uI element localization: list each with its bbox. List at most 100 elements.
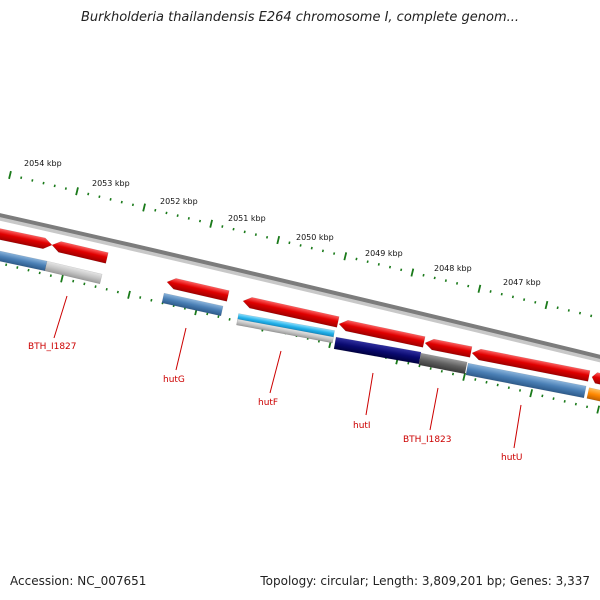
inner-ring-minor-tick xyxy=(27,268,30,272)
inner-ring-minor-tick xyxy=(228,318,231,321)
feature-red-4[interactable] xyxy=(242,296,340,328)
outer-ring-minor-tick xyxy=(221,225,224,228)
outer-ring-minor-tick xyxy=(321,249,324,253)
feature-track xyxy=(0,226,600,403)
feature-blue-1[interactable] xyxy=(0,248,48,272)
gene-label-bth-i1827[interactable]: BTH_I1827 xyxy=(28,342,77,352)
leader-line-hutg xyxy=(175,327,187,371)
outer-ring-minor-tick xyxy=(254,233,257,236)
outer-ring-minor-tick xyxy=(355,257,358,261)
feature-red-5[interactable] xyxy=(338,319,426,348)
outer-ring-minor-tick xyxy=(187,216,190,220)
outer-ring-major-tick xyxy=(75,187,79,196)
outer-ring-minor-tick xyxy=(31,179,34,182)
outer-ring-minor-tick xyxy=(299,244,302,247)
inner-ring-minor-tick xyxy=(139,296,142,299)
inner-ring-minor-tick xyxy=(474,378,477,381)
leader-line-hutu xyxy=(513,404,522,449)
gene-label-hutu[interactable]: hutU xyxy=(501,453,523,463)
outer-ring-minor-tick xyxy=(120,200,123,204)
outer-ring-minor-tick xyxy=(42,181,45,185)
inner-ring-major-tick xyxy=(596,405,600,414)
outer-ring-minor-tick xyxy=(366,260,369,264)
gene-label-huti[interactable]: hutI xyxy=(353,421,371,431)
outer-ring-major-tick xyxy=(8,170,12,180)
gene-label-bth-i1823[interactable]: BTH_I1823 xyxy=(403,435,452,445)
feature-blue-3[interactable] xyxy=(465,362,587,399)
genome-summary: Topology: circular; Length: 3,809,201 bp… xyxy=(260,574,590,588)
inner-ring-minor-tick xyxy=(541,394,544,398)
inner-ring-minor-tick xyxy=(574,402,577,406)
tick-label-2047: 2047 kbp xyxy=(503,278,541,287)
outer-ring-minor-tick xyxy=(64,187,67,190)
feature-blue-2[interactable] xyxy=(161,292,224,317)
outer-ring-major-tick xyxy=(544,300,549,310)
outer-ring-minor-tick xyxy=(288,241,291,245)
outer-ring-minor-tick xyxy=(455,281,459,285)
tick-label-2054: 2054 kbp xyxy=(24,159,62,168)
tick-label-2049: 2049 kbp xyxy=(365,249,403,258)
feature-red-8[interactable] xyxy=(591,372,600,386)
inner-ring-minor-tick xyxy=(217,315,220,319)
feature-navy-1[interactable] xyxy=(333,336,422,365)
tick-label-2052: 2052 kbp xyxy=(160,197,198,206)
outer-ring-minor-tick xyxy=(109,198,112,201)
outer-ring-major-tick xyxy=(410,268,415,277)
inner-ring-minor-tick xyxy=(5,263,8,267)
feature-orange-1[interactable] xyxy=(586,387,600,403)
outer-ring-minor-tick xyxy=(176,214,179,217)
feature-red-2[interactable] xyxy=(51,240,109,264)
outer-ring-major-tick xyxy=(343,252,348,261)
inner-ring-minor-tick xyxy=(105,287,108,291)
inner-ring-minor-tick xyxy=(150,298,153,302)
feature-red-7[interactable] xyxy=(471,348,591,382)
feature-red-6[interactable] xyxy=(424,338,473,358)
outer-ring-minor-tick xyxy=(534,300,537,304)
gene-labels: BTH_I1827 hutG hutF hutI BTH_I1823 hutU xyxy=(28,295,523,463)
outer-ring-minor-tick xyxy=(53,184,56,188)
outer-ring-minor-tick xyxy=(232,227,235,231)
inner-ring-major-tick xyxy=(462,372,466,381)
inner-ring-minor-tick xyxy=(563,400,566,403)
tick-label-2050: 2050 kbp xyxy=(296,233,334,242)
inner-ring-minor-tick xyxy=(429,367,432,370)
outer-ring-minor-tick xyxy=(511,295,514,299)
outer-ring-minor-tick xyxy=(578,311,582,315)
feature-red-3[interactable] xyxy=(166,277,230,302)
leader-line-huti xyxy=(365,372,374,416)
inner-ring-minor-tick xyxy=(552,397,555,400)
inner-ring-minor-tick xyxy=(407,361,410,365)
inner-ring-minor-tick xyxy=(317,339,321,343)
outer-ring-minor-tick xyxy=(523,298,526,301)
outer-ring-minor-tick xyxy=(87,192,90,196)
inner-ring-minor-tick xyxy=(496,383,499,387)
outer-ring-minor-tick xyxy=(467,284,470,288)
outer-ring-minor-tick xyxy=(433,276,436,280)
feature-gray-1[interactable] xyxy=(44,260,103,285)
tick-label-2048: 2048 kbp xyxy=(434,264,472,273)
gene-label-hutf[interactable]: hutF xyxy=(258,398,278,408)
tick-labels: 2054 kbp 2053 kbp 2052 kbp 2051 kbp 2050… xyxy=(24,159,541,287)
outer-ring-minor-tick xyxy=(20,176,23,180)
inner-ring-minor-tick xyxy=(451,372,455,376)
outer-ring-minor-tick xyxy=(265,235,269,239)
outer-ring-minor-tick xyxy=(310,246,313,250)
outer-ring-minor-tick xyxy=(198,219,202,223)
outer-ring-minor-tick xyxy=(500,292,503,296)
inner-ring-minor-tick xyxy=(16,266,19,269)
outer-ring-minor-tick xyxy=(131,203,135,207)
accession-text: Accession: NC_007651 xyxy=(10,574,147,588)
outer-ring-minor-tick xyxy=(489,290,492,293)
outer-ring-minor-tick xyxy=(388,265,392,269)
outer-ring-minor-tick xyxy=(243,230,246,234)
feature-gray-2[interactable] xyxy=(236,318,334,344)
outer-ring-major-tick xyxy=(276,235,281,245)
feature-red-1[interactable] xyxy=(0,226,53,251)
feature-dgray-1[interactable] xyxy=(418,352,468,375)
outer-ring-minor-tick xyxy=(165,211,168,215)
inner-ring-minor-tick xyxy=(83,282,86,286)
inner-ring-major-tick xyxy=(529,389,534,398)
outer-ring-minor-tick xyxy=(556,306,559,310)
gene-label-hutg[interactable]: hutG xyxy=(163,375,185,385)
